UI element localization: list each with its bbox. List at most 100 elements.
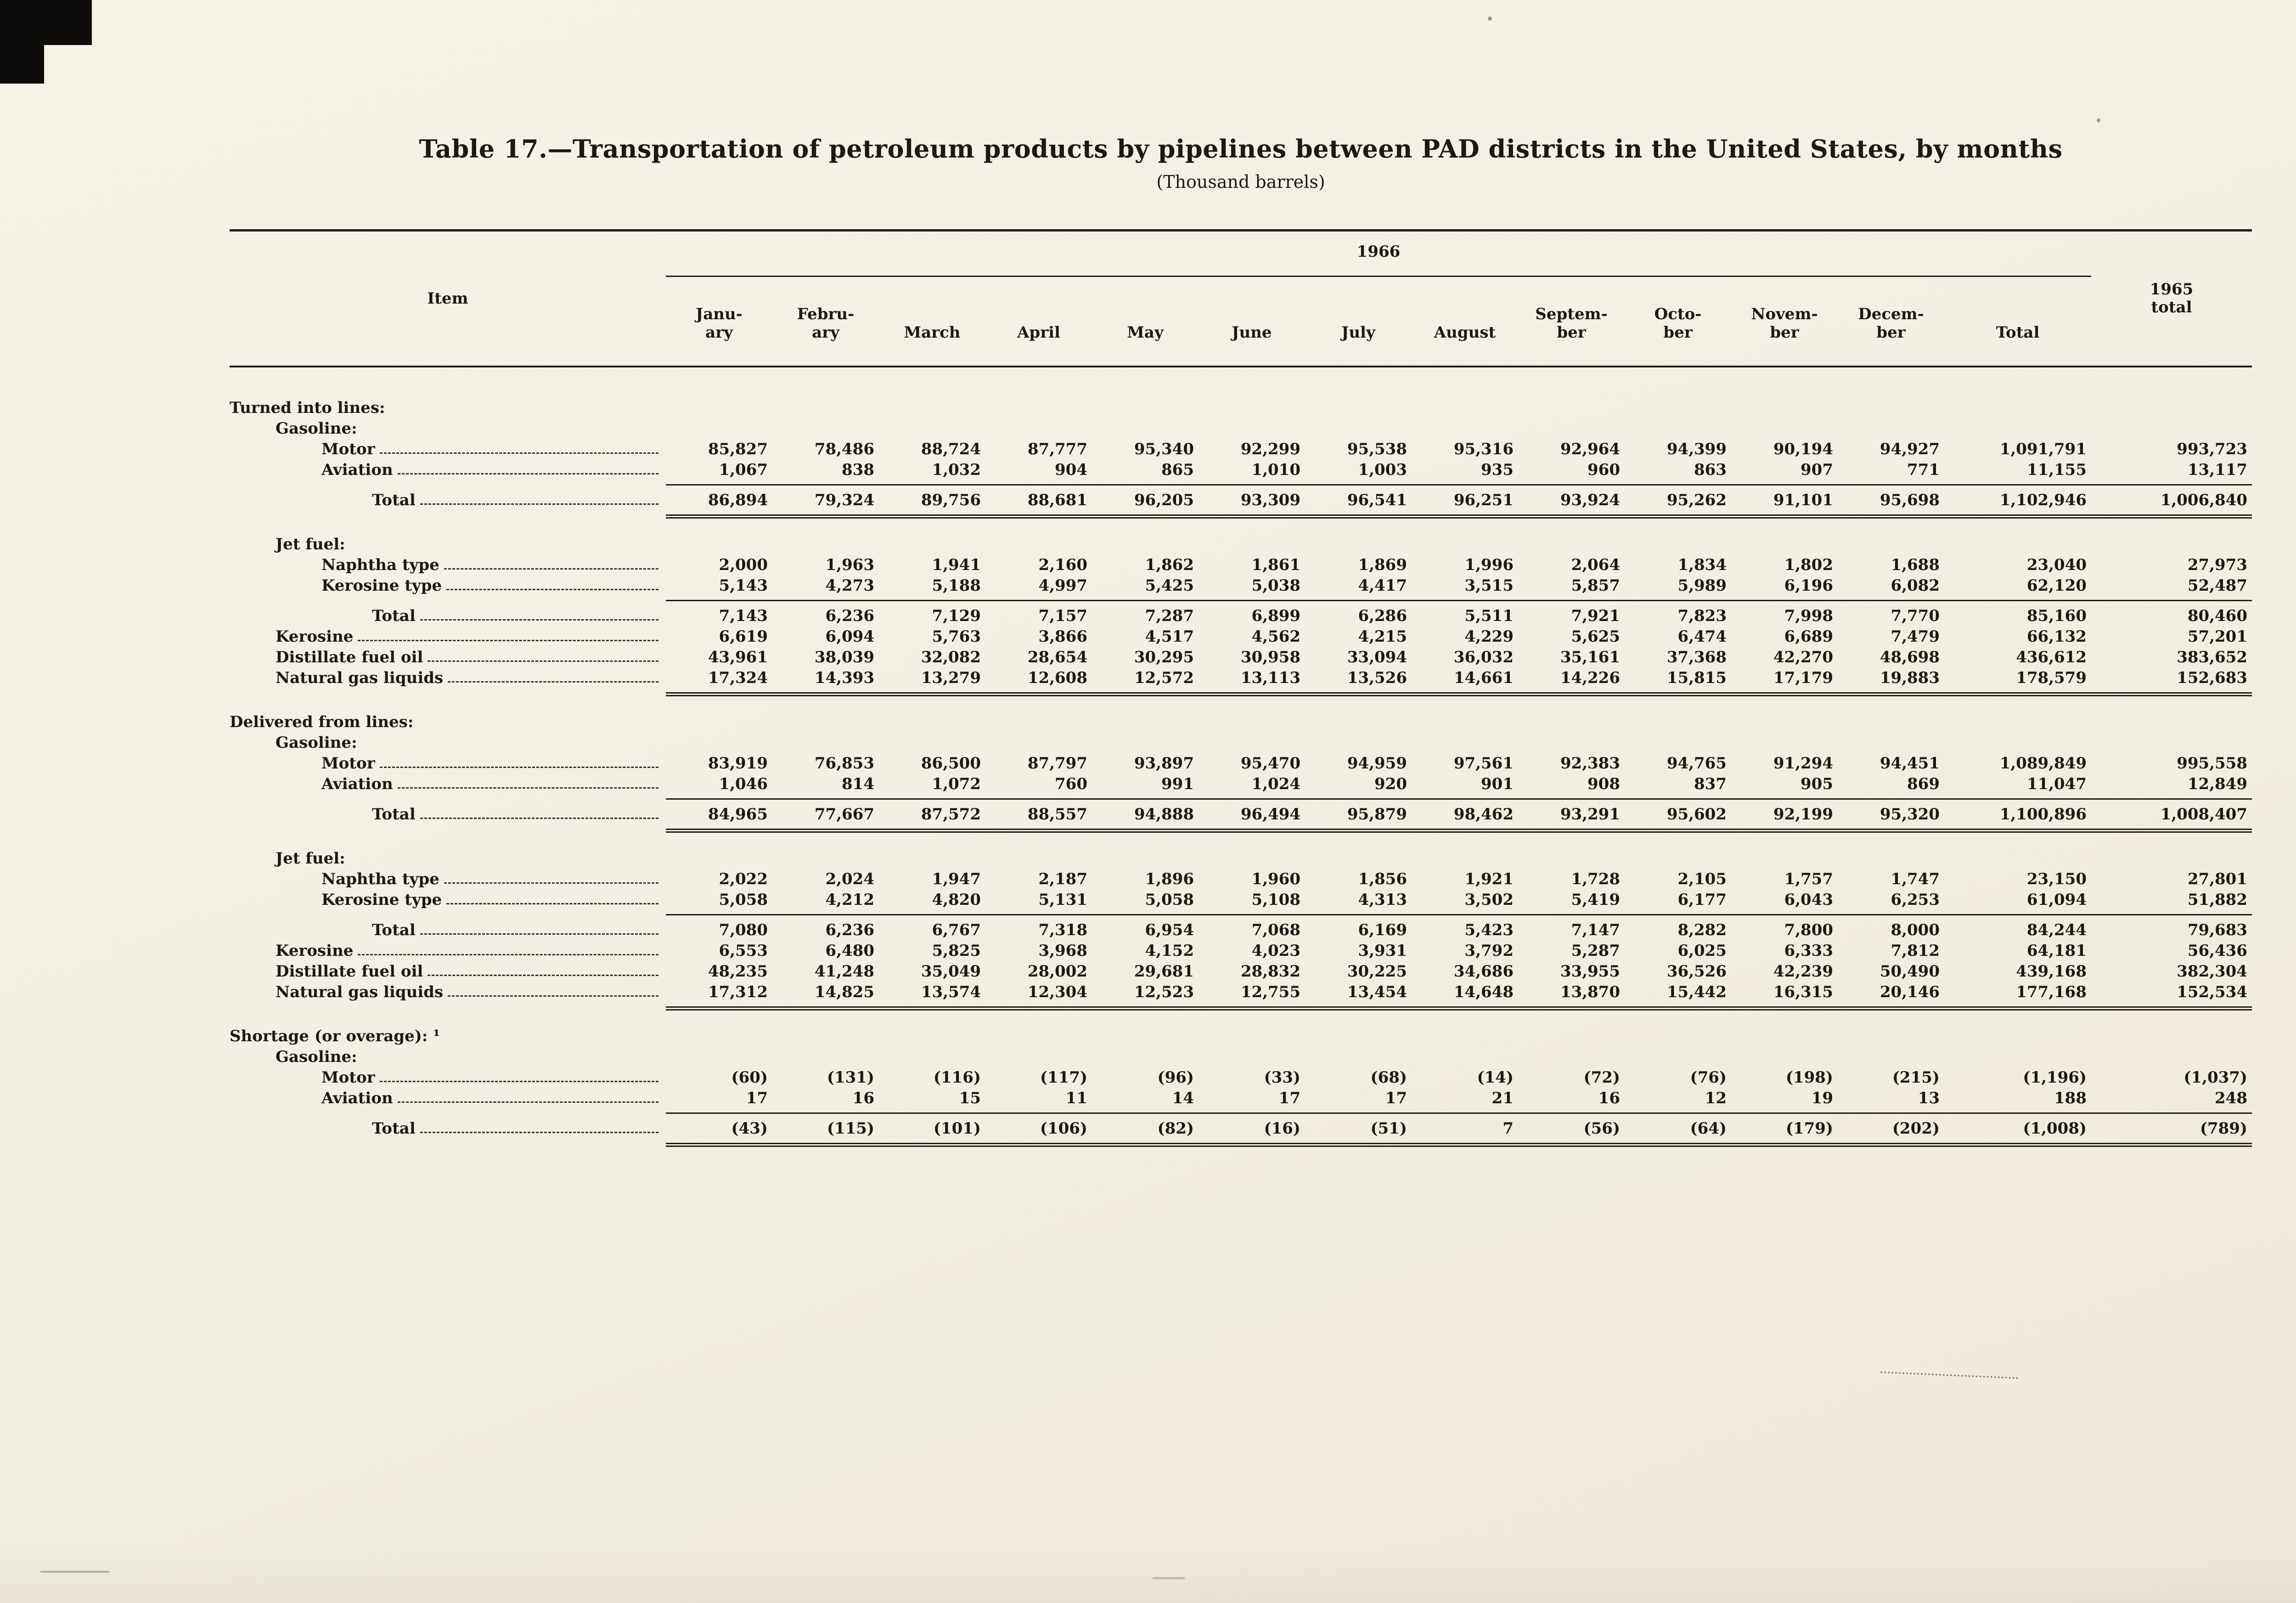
value-cell: 1,834	[1677, 556, 1727, 574]
row-label: Kerosine type	[230, 890, 666, 910]
value-cell: 5,038	[1251, 576, 1300, 595]
value-cell: 1,747	[1891, 870, 1940, 888]
value-cell: 14,825	[814, 983, 874, 1001]
row-label: Kerosine type	[230, 576, 666, 596]
value-cell: 17	[746, 1089, 768, 1107]
value-cell: 87,572	[921, 805, 981, 824]
value-cell: 1,003	[1358, 461, 1407, 479]
value-cell: 248	[2215, 1089, 2247, 1107]
column-header-month: Febru- ary	[797, 305, 855, 342]
row-label: Motor	[230, 1067, 666, 1088]
value-cell: 91,101	[1773, 491, 1833, 509]
column-group-header-1966: 1966	[1356, 243, 1401, 261]
value-cell: 19	[1811, 1089, 1833, 1107]
table-row: Kerosine 6,619 6,094 5,763 3,866 4,517 4,562 4,…	[230, 627, 2252, 647]
table-subtitle: (Thousand barrels)	[1156, 172, 1325, 192]
value-cell: (33)	[1264, 1068, 1301, 1087]
row-label: Turned into lines:	[230, 399, 385, 417]
value-cell: 35,161	[1560, 648, 1620, 666]
dotted-leader	[397, 473, 658, 474]
value-cell: 1,046	[719, 775, 768, 793]
value-cell: 6,689	[1784, 627, 1833, 646]
value-cell: (64)	[1690, 1119, 1727, 1138]
value-cell: 29,681	[1134, 962, 1194, 981]
value-cell: 95,470	[1240, 754, 1300, 773]
value-cell: 84,965	[708, 805, 768, 824]
value-cell: 863	[1694, 461, 1727, 479]
value-cell: 993,723	[2177, 440, 2247, 458]
value-cell: 5,058	[1145, 891, 1194, 909]
double-rule	[666, 1143, 2252, 1147]
table-row: Gasoline:	[230, 418, 2252, 439]
value-cell: 6,253	[1891, 891, 1940, 909]
value-cell: 11,155	[2026, 461, 2087, 479]
value-cell: 3,515	[1464, 576, 1514, 595]
value-cell: 96,541	[1347, 491, 1407, 509]
value-cell: 3,968	[1038, 942, 1087, 960]
value-cell: 32,082	[921, 648, 981, 666]
value-cell: 14,226	[1560, 669, 1620, 687]
value-cell: 1,032	[932, 461, 981, 479]
table-row: Motor 83,919 76,853 86,500 87,797 93,897 95,47…	[230, 753, 2252, 774]
table-row: Total (43) (115) (101) (106) (82) (16) (51) 7 (56…	[230, 1118, 2252, 1139]
value-cell: 5,419	[1571, 891, 1620, 909]
value-cell: 152,683	[2177, 669, 2247, 687]
table-header: Item 1966 Janu- ary Febru- ary March April M…	[230, 231, 2252, 367]
value-cell: 41,248	[814, 962, 874, 981]
value-cell: 50,490	[1880, 962, 1940, 981]
row-label: Aviation	[230, 774, 666, 795]
value-cell: 3,931	[1358, 942, 1407, 960]
value-cell: 1,856	[1358, 870, 1407, 888]
value-cell: 7,770	[1891, 607, 1940, 625]
value-cell: 77,667	[814, 805, 874, 824]
value-cell: 17	[1278, 1089, 1300, 1107]
value-cell: 14,393	[814, 669, 874, 687]
value-cell: 61,094	[2026, 891, 2087, 909]
scan-speck	[2097, 119, 2100, 122]
value-cell: 52,487	[2187, 576, 2247, 595]
value-cell: 908	[1587, 775, 1620, 793]
value-cell: 80,460	[2187, 607, 2247, 625]
dotted-leader	[446, 903, 658, 904]
value-cell: 5,763	[932, 627, 981, 646]
value-cell: 85,160	[2026, 607, 2087, 625]
row-label: Motor	[230, 439, 666, 460]
dotted-leader	[379, 452, 658, 454]
value-cell: 5,857	[1571, 576, 1620, 595]
value-cell: 94,399	[1666, 440, 1727, 458]
value-cell: 920	[1374, 775, 1407, 793]
dotted-leader	[420, 619, 658, 621]
value-cell: 439,168	[2016, 962, 2087, 981]
value-cell: 17,312	[708, 983, 768, 1001]
value-cell: 1,010	[1251, 461, 1300, 479]
dotted-leader	[446, 589, 658, 590]
value-cell: 13,870	[1560, 983, 1620, 1001]
value-cell: 6,169	[1358, 921, 1407, 939]
table-row: Naphtha type 2,000 1,963 1,941 2,160 1,862 1,8…	[230, 555, 2252, 576]
value-cell: 76,853	[814, 754, 874, 773]
value-cell: 771	[1907, 461, 1940, 479]
value-cell: 12,849	[2187, 775, 2247, 793]
value-cell: (43)	[731, 1119, 768, 1138]
dotted-leader	[448, 995, 658, 997]
value-cell: 1,862	[1145, 556, 1194, 574]
value-cell: 5,425	[1145, 576, 1194, 595]
value-cell: 12,755	[1240, 983, 1300, 1001]
value-cell: 23,150	[2026, 870, 2087, 888]
value-cell: 95,538	[1347, 440, 1407, 458]
row-label: Jet fuel:	[276, 849, 345, 868]
value-cell: (1,196)	[2023, 1068, 2087, 1087]
value-cell: (16)	[1264, 1119, 1301, 1138]
value-cell: 1,996	[1464, 556, 1514, 574]
value-cell: 11,047	[2026, 775, 2087, 793]
double-rule	[666, 829, 2252, 833]
value-cell: 64,181	[2026, 942, 2087, 960]
value-cell: 7,068	[1251, 921, 1300, 939]
value-cell: 15	[959, 1089, 981, 1107]
value-cell: 991	[1161, 775, 1194, 793]
value-cell: (14)	[1477, 1068, 1514, 1087]
value-cell: 6,899	[1251, 607, 1300, 625]
dotted-leader	[420, 933, 658, 935]
value-cell: (72)	[1583, 1068, 1621, 1087]
value-cell: 6,082	[1891, 576, 1940, 595]
